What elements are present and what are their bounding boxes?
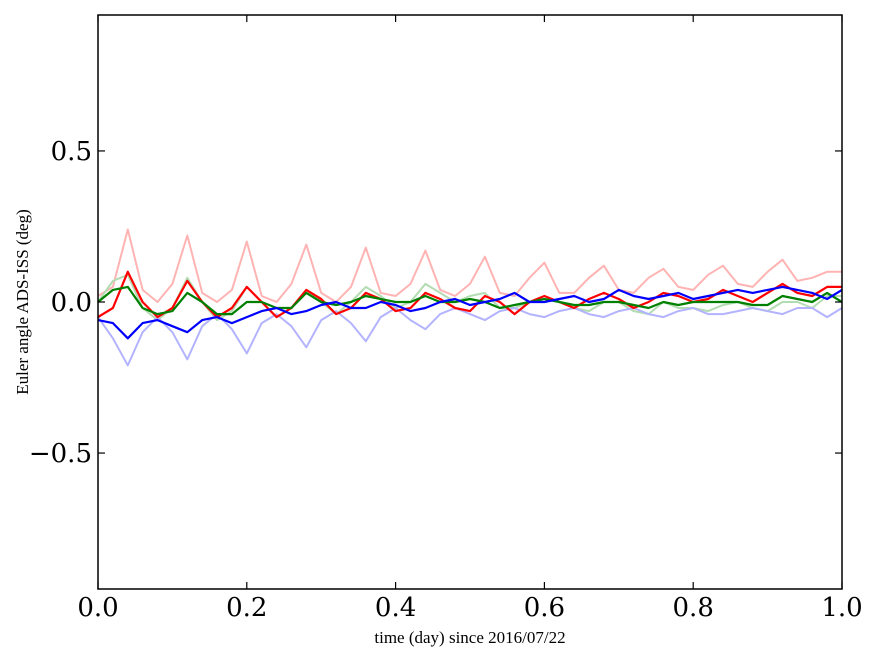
y-tick-label: 0.5	[51, 137, 92, 167]
x-tick-label: 0.2	[226, 593, 267, 623]
ticks-layer: 0.0 0.2 0.4 0.6 0.8 1.0 −0.5 0.0 0.5	[29, 15, 863, 623]
y-tick-label: −0.5	[29, 439, 92, 469]
x-tick-label: 0.0	[77, 593, 118, 623]
series-line-pitch	[97, 285, 843, 316]
y-tick-label: 0.0	[51, 288, 92, 318]
series-line-pitch-light	[97, 273, 842, 322]
x-tick-label: 0.4	[375, 593, 416, 623]
series-line-roll-light	[97, 228, 842, 303]
x-tick-label: 0.6	[524, 593, 565, 623]
x-tick-label: 0.8	[673, 593, 714, 623]
x-axis-label: time (day) since 2016/07/22	[374, 628, 565, 647]
plot-frame	[97, 14, 843, 590]
series-line-yaw	[97, 285, 843, 340]
x-tick-label: 1.0	[821, 593, 862, 623]
y-axis-label: Euler angle ADS-ISS (deg)	[13, 209, 32, 395]
series-layer	[97, 228, 843, 367]
